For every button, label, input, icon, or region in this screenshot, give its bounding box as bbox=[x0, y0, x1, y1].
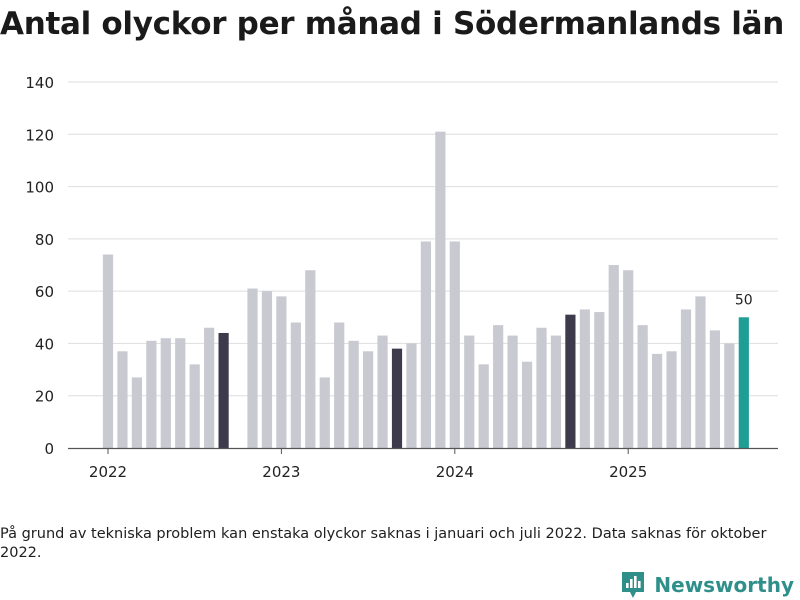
bar-chart: 0 20 40 60 80 100 120 140 50 2022 2023 2024 2025 bbox=[25, 74, 778, 481]
x-tick-label: 2022 bbox=[89, 463, 127, 481]
data-label-2025-09: 50 bbox=[735, 292, 753, 308]
data-labels: 50 bbox=[735, 292, 753, 308]
bar-2023-10 bbox=[406, 343, 417, 448]
bar-2024-09 bbox=[565, 314, 576, 448]
bar-2025-04 bbox=[666, 351, 677, 448]
x-tick-label: 2024 bbox=[436, 463, 474, 481]
y-tick-label: 120 bbox=[25, 126, 54, 144]
chart-title: Antal olyckor per månad i Södermanlands … bbox=[0, 6, 784, 42]
footnote: På grund av tekniska problem kan enstaka… bbox=[0, 526, 767, 561]
bar-2023-02 bbox=[290, 322, 301, 448]
bar-2024-07 bbox=[536, 327, 547, 448]
bar-2025-03 bbox=[652, 353, 663, 448]
bar-2025-05 bbox=[680, 309, 692, 448]
brand-logo[interactable]: Newsworthy bbox=[620, 570, 794, 600]
bar-2022-11 bbox=[247, 288, 258, 448]
bar-2025-09 bbox=[738, 317, 749, 448]
bar-2022-12 bbox=[261, 291, 273, 448]
bar-2024-04 bbox=[493, 325, 504, 448]
y-tick-label: 0 bbox=[44, 440, 54, 458]
bar-2024-01 bbox=[449, 241, 460, 448]
bar-2023-12 bbox=[435, 131, 446, 448]
x-tick-label: 2023 bbox=[262, 463, 300, 481]
bar-2022-04 bbox=[146, 340, 157, 448]
bar-2023-07 bbox=[363, 351, 374, 448]
bar-2025-07 bbox=[709, 330, 720, 448]
bar-2023-03 bbox=[305, 270, 316, 448]
y-tick-label: 60 bbox=[35, 283, 54, 301]
bar-2023-05 bbox=[334, 322, 345, 448]
bar-2025-08 bbox=[724, 343, 735, 448]
bar-2022-08 bbox=[204, 327, 215, 448]
bar-2022-09 bbox=[218, 332, 229, 448]
brand-name: Newsworthy bbox=[654, 573, 794, 597]
bar-2022-03 bbox=[131, 377, 142, 448]
y-tick-label: 40 bbox=[35, 335, 54, 353]
bar-2023-08 bbox=[377, 335, 388, 448]
bar-2022-02 bbox=[117, 351, 128, 448]
bar-2023-11 bbox=[420, 241, 431, 448]
bar-2024-10 bbox=[579, 309, 590, 448]
bar-2024-06 bbox=[521, 361, 533, 448]
bar-2023-04 bbox=[319, 377, 330, 448]
bar-2024-03 bbox=[478, 364, 489, 448]
bar-2023-01 bbox=[276, 296, 287, 448]
bar-2023-06 bbox=[348, 340, 359, 448]
bar-2025-02 bbox=[637, 325, 648, 448]
bars bbox=[102, 131, 749, 448]
bar-2025-01 bbox=[623, 270, 634, 448]
bar-2023-09 bbox=[391, 348, 403, 448]
y-tick-label: 80 bbox=[35, 231, 54, 249]
x-axis: 2022 2023 2024 2025 bbox=[68, 447, 778, 481]
bar-2022-06 bbox=[175, 338, 186, 448]
bar-2024-02 bbox=[464, 335, 475, 448]
bar-2024-05 bbox=[507, 335, 518, 448]
bar-2022-01 bbox=[102, 254, 114, 448]
y-axis-ticks: 0 20 40 60 80 100 120 140 bbox=[25, 74, 54, 458]
y-tick-label: 20 bbox=[35, 388, 54, 406]
y-tick-label: 140 bbox=[25, 74, 54, 92]
bar-2022-05 bbox=[160, 338, 171, 448]
bar-2024-11 bbox=[594, 312, 605, 448]
bar-2025-06 bbox=[695, 296, 706, 448]
bar-2022-07 bbox=[189, 364, 200, 448]
bar-2024-12 bbox=[608, 265, 619, 448]
newsworthy-logo-icon bbox=[622, 572, 645, 598]
bar-2024-08 bbox=[550, 335, 562, 448]
x-tick-label: 2025 bbox=[609, 463, 647, 481]
y-tick-label: 100 bbox=[25, 179, 54, 197]
